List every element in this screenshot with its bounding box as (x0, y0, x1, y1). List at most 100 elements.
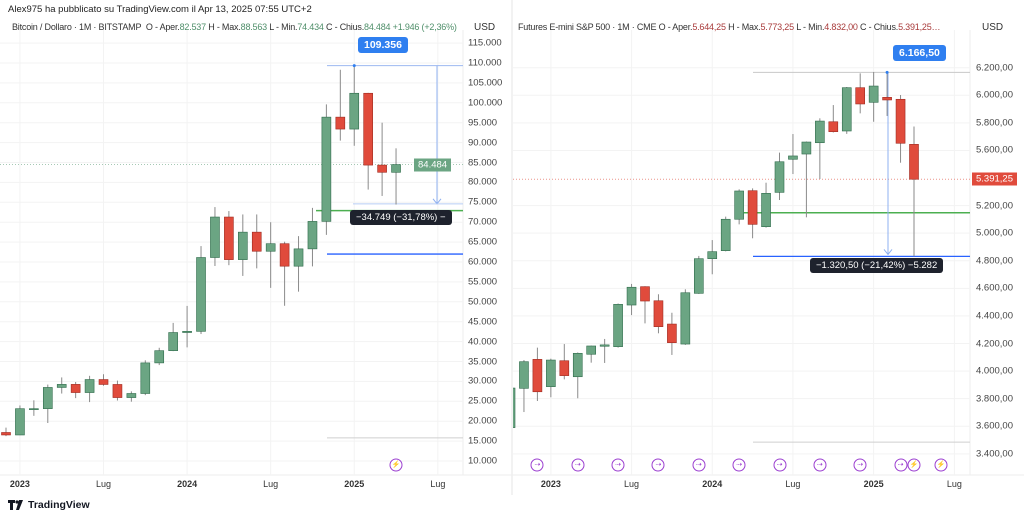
left-candle (224, 211, 234, 266)
left-candle (15, 405, 25, 436)
right-event-rollover-icon[interactable]: ⇢ (611, 458, 625, 472)
right-candle-body (613, 304, 623, 347)
left-candle (42, 384, 53, 423)
right-x-tick: Lug (946, 479, 962, 489)
right-candle (693, 255, 704, 294)
right-candle (788, 134, 798, 175)
tradingview-footer: TradingView (8, 499, 90, 511)
right-candle-body (707, 251, 718, 259)
left-y-tick: 10.000 (468, 455, 498, 467)
left-measure-label: −34.749 (−31,78%) − (350, 209, 452, 225)
right-candle (532, 347, 543, 402)
left-x-tick: 2023 (9, 479, 30, 489)
left-candle-body (224, 216, 234, 260)
right-candle (747, 188, 758, 239)
right-candle (882, 72, 892, 116)
right-candle (586, 345, 597, 363)
right-last-price-tag: 5.391,25 (972, 172, 1017, 186)
right-candle-body (882, 97, 892, 101)
left-candle-body (140, 362, 151, 394)
right-chart-plot[interactable] (506, 30, 970, 475)
footer-brand: TradingView (28, 499, 90, 511)
right-low-label: L - Min. (796, 22, 825, 32)
right-candle (774, 152, 785, 200)
right-candle (841, 87, 852, 134)
left-y-tick: 110.000 (468, 57, 502, 69)
left-close-label: C - Chius. (326, 22, 365, 32)
left-x-tick: Lug (95, 479, 112, 489)
right-event-rollover-icon[interactable]: ⇢ (692, 458, 706, 472)
right-event-rollover-icon[interactable]: ⇢ (651, 458, 665, 472)
right-candle-body (747, 190, 758, 225)
left-candle-body (391, 164, 401, 173)
right-candle-body (828, 121, 839, 132)
left-candle-body (84, 379, 95, 393)
left-candle-body (251, 231, 262, 252)
left-candle-body (265, 243, 276, 252)
left-candle-body (98, 379, 109, 385)
left-y-tick: 25.000 (468, 395, 498, 407)
right-candle (909, 126, 919, 257)
left-candle-body (154, 350, 165, 364)
left-high-label: H - Max. (208, 22, 241, 32)
left-y-tick: 80.000 (468, 176, 498, 188)
right-event-rollover-icon[interactable]: ⇢ (773, 458, 786, 472)
left-candle (391, 148, 401, 205)
right-event-rollover-icon[interactable]: ⇢ (732, 458, 746, 472)
left-high-callout[interactable]: 109.356 (358, 37, 408, 53)
right-event-lightning-icon[interactable]: ⚡ (907, 458, 921, 472)
right-candle (572, 352, 583, 399)
left-event-lightning-icon[interactable]: ⚡ (389, 458, 403, 472)
left-candle-body (42, 387, 53, 409)
right-candle-body (572, 352, 583, 378)
left-candle-body (56, 384, 67, 388)
left-candle (238, 214, 248, 276)
right-measure-arrow-icon (883, 249, 893, 256)
right-event-lightning-icon[interactable]: ⚡ (934, 458, 948, 472)
right-open-label: O - Aper. (658, 22, 693, 32)
right-event-rollover-icon[interactable]: ⇢ (530, 458, 544, 472)
left-candle (84, 375, 95, 403)
right-candle (801, 141, 812, 218)
right-candle (868, 71, 879, 122)
right-high: 5.773,25 (760, 22, 794, 32)
left-y-tick: 115.000 (468, 37, 502, 49)
left-candle (112, 380, 123, 401)
right-y-tick: 6.000,00 (976, 89, 1013, 101)
left-candle (293, 236, 304, 292)
right-high-point (885, 70, 889, 74)
right-candle (546, 358, 556, 398)
left-candle-body (321, 116, 332, 222)
right-event-rollover-icon[interactable]: ⇢ (894, 458, 908, 472)
left-y-tick: 105.000 (468, 77, 503, 89)
left-open: 82.537 (179, 22, 207, 32)
right-x-tick: Lug (785, 479, 801, 489)
left-candle (140, 360, 151, 396)
left-y-tick: 15.000 (468, 435, 498, 447)
left-chart-plot[interactable] (0, 30, 463, 475)
left-candle-body (196, 257, 206, 332)
right-candle-body (653, 300, 664, 327)
right-candle-body (559, 360, 570, 376)
left-symbol[interactable]: Bitcoin / Dollaro · 1M · BITSTAMP (12, 22, 142, 32)
right-event-rollover-icon[interactable]: ⇢ (813, 458, 827, 472)
right-event-rollover-icon[interactable]: ⇢ (853, 458, 867, 472)
right-event-rollover-icon[interactable]: ⇢ (571, 458, 585, 472)
left-candle (363, 92, 373, 190)
right-x-tick: 2024 (702, 479, 723, 489)
left-y-tick: 85.000 (468, 157, 498, 168)
right-high-label: H - Max. (728, 22, 761, 32)
right-high-callout[interactable]: 6.166,50 (893, 45, 946, 61)
left-candle (196, 246, 206, 335)
right-close: 5.391,25… (898, 22, 941, 32)
left-y-tick: 30.000 (468, 375, 498, 387)
right-candle (559, 344, 570, 380)
right-low: 4.832,00 (824, 22, 858, 32)
right-candle (707, 240, 718, 275)
right-candle (855, 73, 866, 114)
right-candle-body (761, 193, 771, 227)
left-candle (265, 222, 276, 288)
right-symbol[interactable]: Futures E-mini S&P 500 · 1M · CME (518, 22, 657, 32)
right-y-tick: 3.800,00 (976, 393, 1013, 405)
